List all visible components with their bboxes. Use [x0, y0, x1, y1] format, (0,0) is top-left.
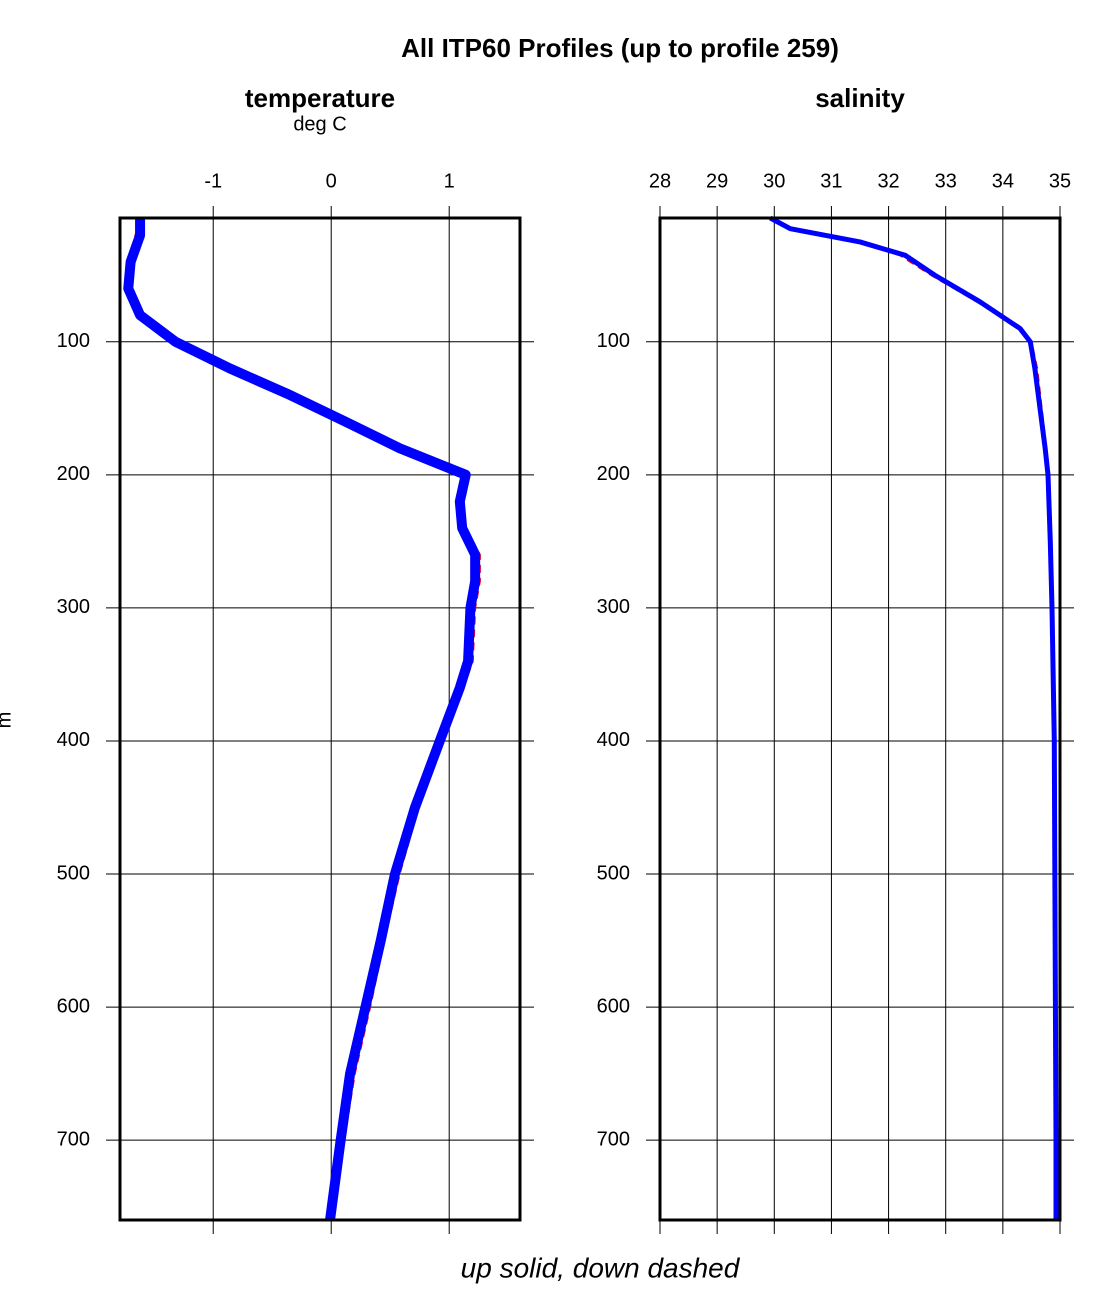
plot-frame — [118, 216, 522, 1222]
x-tick-label: -1 — [204, 170, 222, 192]
x-tick-label: 1 — [444, 170, 455, 192]
y-tick-label: 300 — [597, 596, 630, 618]
panel-title: temperature — [245, 83, 395, 113]
y-axis-label: m — [0, 712, 15, 729]
profile-line — [770, 217, 1057, 1220]
y-tick-label: 300 — [57, 596, 90, 618]
profile-line — [769, 215, 1059, 1220]
x-tick-label: 29 — [706, 170, 728, 192]
y-tick-label: 700 — [597, 1128, 630, 1150]
y-tick-label: 100 — [57, 330, 90, 352]
x-tick-label: 33 — [935, 170, 957, 192]
x-tick-label: 30 — [763, 170, 785, 192]
panel-title: salinity — [815, 83, 905, 113]
profile-line — [129, 217, 481, 1221]
y-tick-label: 100 — [597, 330, 630, 352]
x-tick-label: 28 — [649, 170, 671, 192]
y-tick-label: 400 — [597, 729, 630, 751]
y-tick-label: 700 — [57, 1128, 90, 1150]
y-tick-label: 200 — [597, 463, 630, 485]
y-tick-label: 200 — [57, 463, 90, 485]
caption: up solid, down dashed — [461, 1252, 741, 1283]
x-tick-label: 32 — [877, 170, 899, 192]
y-tick-label: 600 — [597, 995, 630, 1017]
y-tick-label: 500 — [57, 862, 90, 884]
y-tick-label: 600 — [57, 995, 90, 1017]
x-tick-label: 34 — [992, 170, 1014, 192]
plot-frame — [658, 216, 1062, 1222]
panel-subtitle: deg C — [293, 113, 346, 135]
x-tick-label: 31 — [820, 170, 842, 192]
chart-title: All ITP60 Profiles (up to profile 259) — [401, 33, 839, 63]
x-tick-label: 35 — [1049, 170, 1071, 192]
y-tick-label: 500 — [597, 862, 630, 884]
profile-line — [123, 218, 481, 1221]
x-tick-label: 0 — [326, 170, 337, 192]
y-tick-label: 400 — [57, 729, 90, 751]
